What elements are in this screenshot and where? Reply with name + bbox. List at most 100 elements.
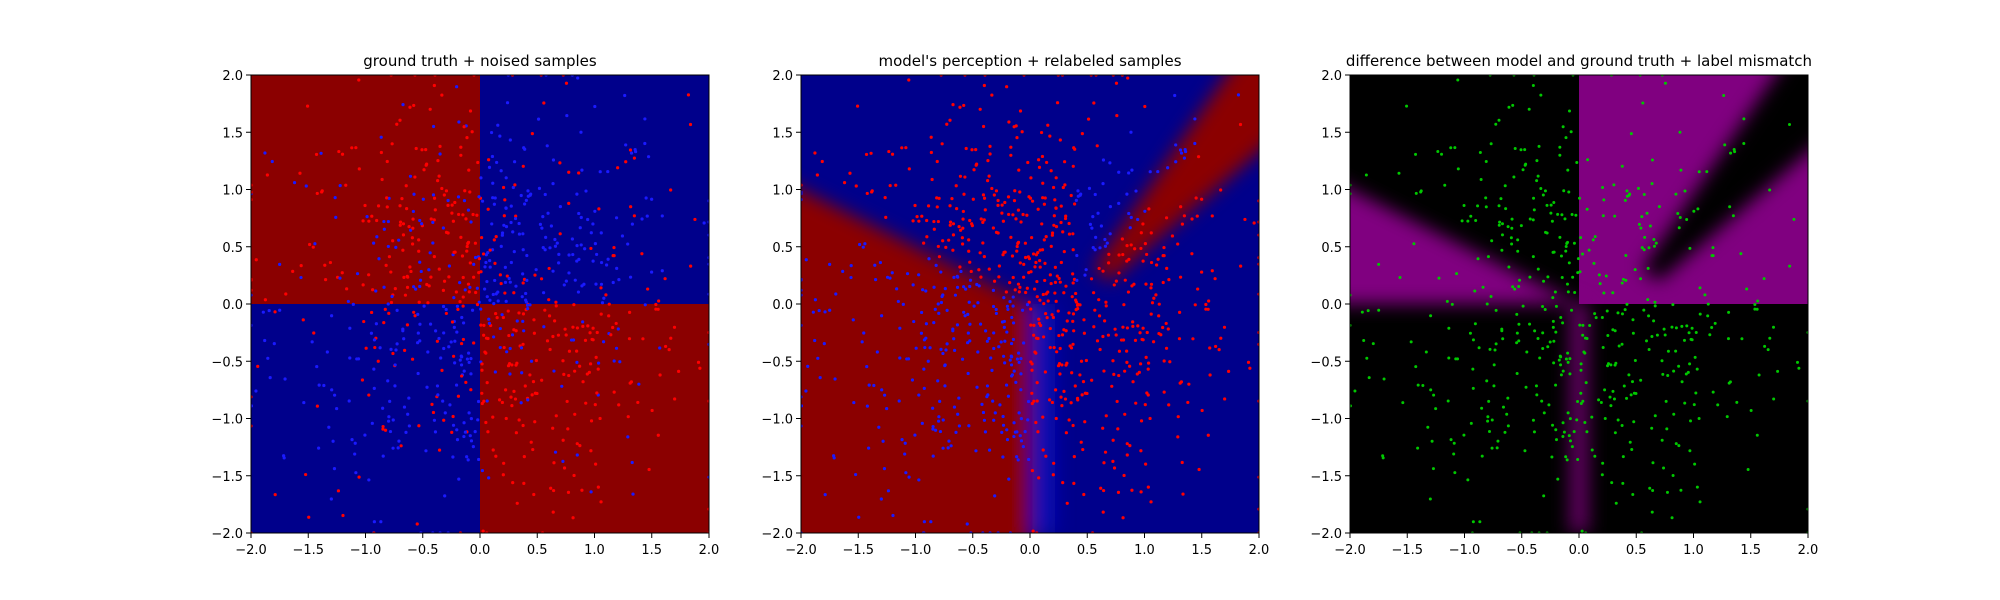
sample-point [333,196,337,200]
relabeled-point [1093,308,1097,312]
sample-point [501,473,505,477]
relabeled-point [1144,462,1148,466]
relabeled-point [1117,373,1121,378]
sample-point [386,419,391,423]
sample-point [593,403,597,407]
sample-point [332,393,337,397]
sample-point [469,388,473,392]
sample-point [599,260,604,265]
sample-point [498,134,502,138]
mismatch-point [1672,369,1676,373]
mismatch-point [1648,486,1652,490]
sample-point [397,439,401,443]
sample-point [536,117,541,121]
relabeled-point [922,241,926,245]
sample-point [580,168,584,172]
relabeled-point [1008,300,1012,304]
relabeled-point [1134,401,1138,405]
relabeled-point [878,260,883,265]
mismatch-point [1593,454,1597,458]
relabeled-point [1064,431,1068,435]
mismatch-point [1688,362,1692,366]
mismatch-point [1665,427,1669,431]
mismatch-point [1663,333,1667,337]
mismatch-point [1570,308,1574,312]
relabeled-point [1243,217,1247,222]
relabeled-point [917,219,921,223]
relabeled-point [1210,214,1214,218]
sample-point [517,232,522,236]
sample-point [498,345,502,350]
sample-point [508,280,512,284]
sample-point [562,283,566,287]
mismatch-point [1547,403,1551,407]
mismatch-point [1692,403,1696,407]
x-tick-label: 1.0 [584,543,605,558]
sample-point [357,78,361,82]
relabeled-point [1043,278,1047,283]
relabeled-point [987,174,991,178]
mismatch-point [1593,235,1597,239]
relabeled-point [913,433,917,437]
relabeled-point [1069,193,1073,198]
relabeled-point [1177,337,1182,341]
sample-point [567,201,571,205]
relabeled-point [1208,346,1212,350]
sample-point [543,192,547,197]
mismatch-point [1796,360,1800,364]
mismatch-point [1608,395,1612,399]
relabeled-point [945,122,949,126]
sample-point [381,427,385,431]
sample-point [424,449,428,453]
relabeled-point [1030,368,1034,372]
mismatch-point [1501,405,1505,409]
relabeled-point [1009,145,1013,149]
sample-point [557,261,561,265]
sample-point [320,189,324,193]
sample-point [669,336,673,340]
mismatch-point [1428,497,1432,501]
relabeled-point [888,183,892,188]
mismatch-point [1711,390,1715,394]
sample-point [667,348,671,352]
relabeled-point [962,285,966,289]
panel-1: −2.0 −1.5 −1.0 −0.5 0.0 0.5 1.0 1.5 2.0−2.0−1.5−… [211,52,719,558]
mismatch-point [1494,308,1498,312]
sample-point [524,291,528,296]
relabeled-point [1162,359,1166,363]
relabeled-point [1143,209,1147,213]
relabeled-point [949,444,953,448]
relabeled-point [857,515,861,519]
mismatch-point [1652,244,1656,248]
sample-point [541,246,545,250]
relabeled-point [969,269,973,274]
sample-point [261,310,265,314]
sample-point [503,291,507,295]
sample-point [455,304,460,308]
sample-point [498,273,502,277]
mismatch-point [1558,354,1562,358]
relabeled-point [1016,458,1020,462]
y-tick-label: −1.5 [1310,470,1342,485]
sample-point [395,342,399,346]
sample-point [512,328,516,332]
sample-point [551,426,555,430]
relabeled-point [881,439,885,443]
mismatch-point [1693,462,1697,466]
relabeled-point [1223,397,1227,401]
mismatch-point [1449,438,1453,442]
mismatch-point [1518,278,1522,282]
mismatch-point [1510,217,1514,221]
sample-point [335,275,340,279]
relabeled-point [1115,399,1119,404]
sample-point [587,370,591,374]
sample-point [447,275,451,279]
sample-point [487,476,491,480]
relabeled-point [1018,109,1023,113]
mismatch-point [1469,214,1473,218]
sample-point [442,331,446,335]
sample-point [459,354,463,358]
sample-point [474,290,478,295]
mismatch-point [1623,198,1627,202]
sample-point [388,399,392,403]
